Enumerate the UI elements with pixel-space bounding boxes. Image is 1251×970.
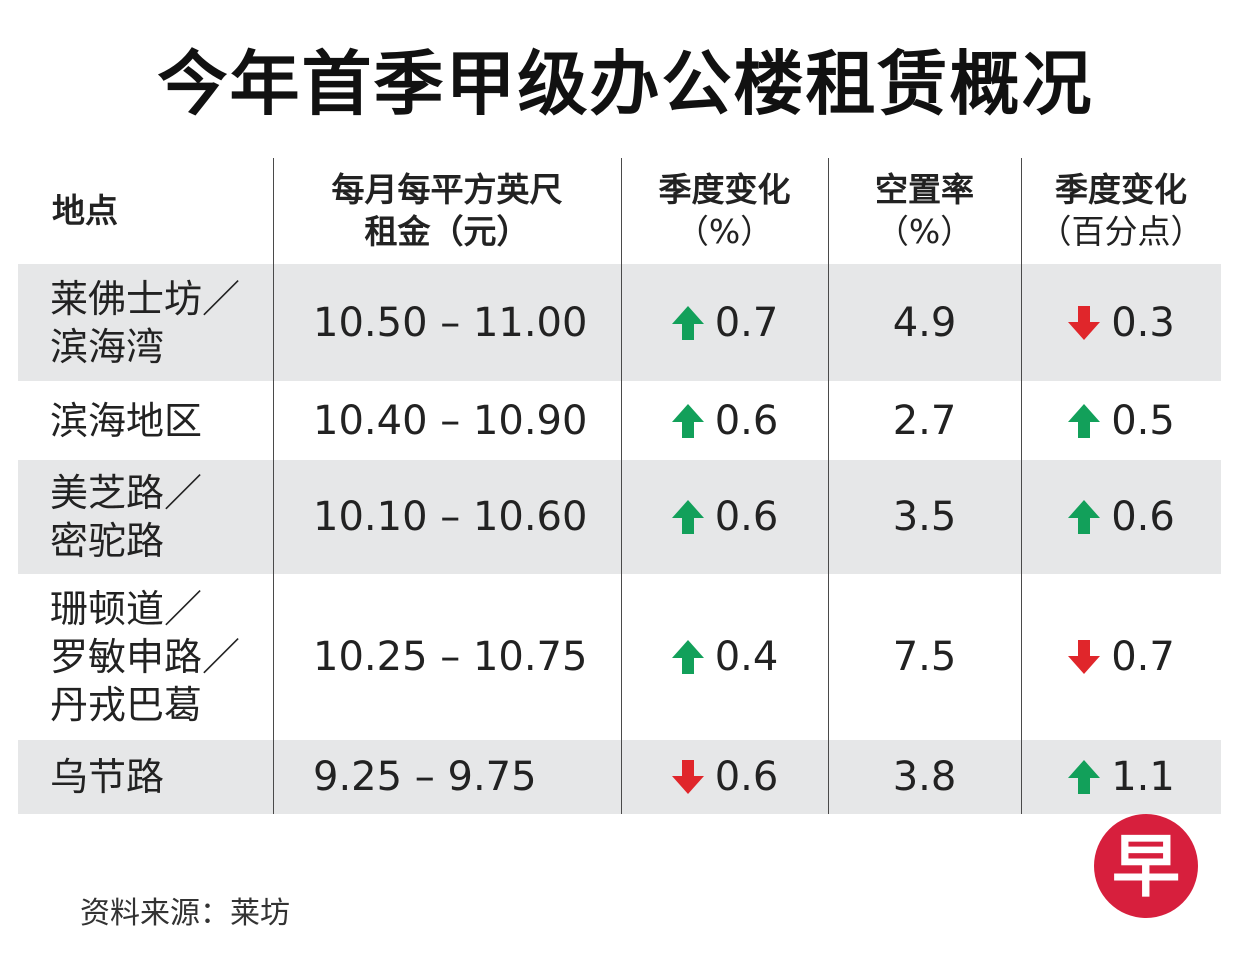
header-col-vacancy-change: 季度变化 （百分点） <box>1021 158 1221 264</box>
location-line: 乌节路 <box>50 755 165 799</box>
vacancy-cell: 2.7 <box>892 397 957 444</box>
header-col-rent: 每月每平方英尺 租金（元） <box>273 158 621 264</box>
rent-change-cell-value: 0.4 <box>714 634 779 680</box>
header-text: 每月每平方英尺 租金（元） <box>332 169 563 253</box>
location-text: 滨海地区 <box>50 397 202 445</box>
location-line: 丹戎巴葛 <box>50 683 203 727</box>
vacancy-change-cell-value: 0.7 <box>1111 634 1175 680</box>
header-text: 季度变化 （百分点） <box>1039 169 1204 253</box>
vacancy-change-cell-value: 0.3 <box>1111 299 1175 346</box>
location-cell: 莱佛士坊／ 滨海湾 <box>18 264 273 381</box>
vacancy-cell: 4.9 <box>892 299 957 346</box>
rent-change-cell: 0.4 <box>621 574 828 740</box>
location-text: 莱佛士坊／ 滨海湾 <box>50 275 240 371</box>
header-line1: 每月每平方英尺 <box>331 170 563 209</box>
header-line1: 空置率 <box>875 170 974 209</box>
table-row: 乌节路 9.25 – 9.75 0.6 3.8 1.1 <box>18 740 1221 814</box>
location-line: 珊顿道／ <box>50 587 203 631</box>
header-text: 空置率 （%） <box>875 169 974 253</box>
header-col-rent-change: 季度变化 （%） <box>621 158 828 264</box>
column-divider <box>273 158 274 814</box>
location-text: 美芝路／ 密驼路 <box>50 469 202 565</box>
column-divider <box>621 158 622 814</box>
chart-title: 今年首季甲级办公楼租赁概况 <box>157 43 1094 125</box>
logo-char: 早 <box>1112 828 1180 907</box>
rent-change-cell-value: 0.6 <box>714 754 779 800</box>
rent-change-cell: 0.7 <box>621 264 828 381</box>
arrow-down-icon <box>1068 640 1101 674</box>
location-line: 滨海湾 <box>50 324 165 369</box>
header-line2: （%） <box>675 212 774 251</box>
column-divider <box>1021 158 1022 814</box>
location-text: 珊顿道／ 罗敏申路／ 丹戎巴葛 <box>50 585 240 729</box>
location-cell: 美芝路／ 密驼路 <box>18 460 273 574</box>
vacancy-change-cell-value: 0.5 <box>1111 397 1175 444</box>
vacancy-change-cell: 0.5 <box>1021 381 1221 460</box>
zaobao-logo-icon: 早 <box>1094 814 1198 918</box>
header-row: 地点 每月每平方英尺 租金（元） 季度变化 （%） 空置率 （%） 季度变化 （百分点） <box>18 158 1221 264</box>
rental-table: 地点 每月每平方英尺 租金（元） 季度变化 （%） 空置率 （%） 季度变化 （百分点） 莱佛士坊… <box>18 158 1221 814</box>
location-line: 罗敏申路／ <box>50 635 241 679</box>
arrow-up-icon <box>1068 760 1101 794</box>
vacancy-change-cell: 0.7 <box>1021 574 1221 740</box>
rent-change-cell-value: 0.7 <box>714 299 779 346</box>
location-cell: 珊顿道／ 罗敏申路／ 丹戎巴葛 <box>18 574 273 740</box>
location-line: 密驼路 <box>50 519 165 563</box>
rent-change-cell-value: 0.6 <box>714 397 779 444</box>
rent-cell: 10.25 – 10.75 <box>313 634 588 680</box>
header-line1: 地点 <box>52 191 118 230</box>
location-text: 乌节路 <box>50 753 164 801</box>
column-divider <box>828 158 829 814</box>
header-line2: 租金（元） <box>364 212 530 251</box>
rent-cell: 10.50 – 11.00 <box>313 299 588 346</box>
rent-cell: 10.40 – 10.90 <box>313 397 588 444</box>
vacancy-cell: 7.5 <box>892 634 957 680</box>
vacancy-cell: 3.8 <box>892 754 957 800</box>
location-line: 滨海地区 <box>50 398 203 443</box>
table-row: 珊顿道／ 罗敏申路／ 丹戎巴葛 10.25 – 10.75 0.4 7.5 0.7 <box>18 574 1221 740</box>
arrow-up-icon <box>671 500 704 534</box>
header-line2: （%） <box>875 212 974 251</box>
vacancy-change-cell-value: 0.6 <box>1111 494 1175 540</box>
rent-change-cell: 0.6 <box>621 381 828 460</box>
header-line1: 季度变化 <box>1055 170 1187 209</box>
rent-change-cell: 0.6 <box>621 740 828 814</box>
rent-change-cell-value: 0.6 <box>714 494 779 540</box>
location-line: 莱佛士坊／ <box>50 276 241 321</box>
table-row: 滨海地区 10.40 – 10.90 0.6 2.7 0.5 <box>18 381 1221 460</box>
rent-cell: 10.10 – 10.60 <box>313 494 588 540</box>
location-cell: 滨海地区 <box>18 381 273 460</box>
rent-cell: 9.25 – 9.75 <box>313 754 537 800</box>
vacancy-change-cell: 0.6 <box>1021 460 1221 574</box>
rent-change-cell: 0.6 <box>621 460 828 574</box>
header-col-vacancy: 空置率 （%） <box>828 158 1021 264</box>
arrow-up-icon <box>1068 403 1101 438</box>
header-line2: （百分点） <box>1038 212 1204 251</box>
table-row: 美芝路／ 密驼路 10.10 – 10.60 0.6 3.5 0.6 <box>18 460 1221 574</box>
arrow-up-icon <box>671 403 704 438</box>
arrow-down-icon <box>671 760 704 794</box>
arrow-up-icon <box>671 640 704 674</box>
vacancy-cell: 3.5 <box>892 494 957 540</box>
arrow-up-icon <box>1068 500 1101 534</box>
arrow-up-icon <box>671 305 704 340</box>
vacancy-change-cell-value: 1.1 <box>1111 754 1175 800</box>
vacancy-change-cell: 1.1 <box>1021 740 1221 814</box>
vacancy-change-cell: 0.3 <box>1021 264 1221 381</box>
location-line: 美芝路／ <box>50 471 203 515</box>
header-text: 地点 <box>52 190 118 232</box>
arrow-down-icon <box>1068 305 1101 340</box>
source-note: 资料来源：莱坊 <box>80 896 290 931</box>
location-cell: 乌节路 <box>18 740 273 814</box>
header-col-location: 地点 <box>18 158 273 264</box>
header-text: 季度变化 （%） <box>659 169 791 253</box>
header-line1: 季度变化 <box>658 170 791 209</box>
table-row: 莱佛士坊／ 滨海湾 10.50 – 11.00 0.7 4.9 0.3 <box>18 264 1221 381</box>
